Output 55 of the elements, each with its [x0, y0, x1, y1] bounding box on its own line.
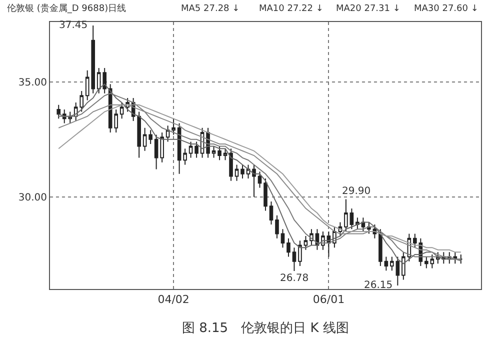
- candlestick: [223, 148, 228, 161]
- candlestick: [258, 171, 262, 188]
- x-tick-label: 06/01: [312, 293, 345, 306]
- candlestick: [218, 146, 222, 161]
- candlestick: [402, 252, 406, 280]
- candlestick: [298, 240, 302, 266]
- candlestick: [304, 236, 308, 250]
- candlestick: [137, 111, 141, 158]
- candlestick: [188, 141, 193, 158]
- candlestick: [56, 104, 61, 120]
- y-tick-label: 30.00: [18, 192, 47, 204]
- text: MA5 27.28 ↓: [181, 4, 240, 14]
- candlestick: [269, 201, 274, 226]
- annotation: 26.78: [280, 273, 309, 284]
- candlestick: [378, 228, 382, 266]
- candlestick: [160, 132, 164, 163]
- candlestick: [172, 118, 176, 136]
- candlestick: [344, 198, 348, 232]
- candlestick: [356, 217, 360, 230]
- caption: 图 8.15 伦敦银的日 K 线图: [182, 321, 349, 336]
- candlestick: [177, 122, 182, 174]
- candlestick: [234, 164, 239, 182]
- candlestick: [252, 164, 256, 198]
- candlestick: [292, 247, 296, 272]
- candlestick: [350, 208, 354, 230]
- annotation: 26.15: [364, 280, 393, 291]
- candlestick: [148, 130, 152, 144]
- candlestick: [280, 228, 285, 248]
- candlestick: [275, 214, 279, 239]
- candlestick: [183, 148, 187, 166]
- candlestick: [120, 102, 124, 120]
- candlestick: [246, 164, 250, 180]
- candlestick: [424, 256, 428, 269]
- text: MA20 27.31 ↓: [336, 4, 400, 14]
- candlestick: [286, 238, 290, 258]
- candlestick: [384, 256, 388, 272]
- candlestick: [430, 254, 434, 269]
- x-tick-label: 04/02: [158, 293, 190, 306]
- candlestick: [264, 178, 268, 212]
- candlestick: [154, 134, 158, 170]
- text: MA30 27.60 ↓: [414, 4, 478, 14]
- text: MA10 27.22 ↓: [259, 4, 324, 14]
- candlestick: [212, 146, 216, 158]
- candlestick: [458, 254, 463, 264]
- annotation: 37.45: [59, 20, 88, 31]
- candlestick: [240, 164, 244, 180]
- candlestick: [142, 127, 147, 152]
- candlestick: [413, 233, 417, 248]
- y-tick-label: 35.00: [18, 77, 47, 88]
- chart-title: 伦敦银 (贵金属_D 9688)日线: [7, 3, 126, 14]
- candlestick: [390, 256, 394, 272]
- candlestick: [229, 148, 233, 182]
- candlestick: [194, 141, 198, 158]
- annotation: 29.90: [342, 186, 371, 197]
- candlestick: [396, 256, 400, 286]
